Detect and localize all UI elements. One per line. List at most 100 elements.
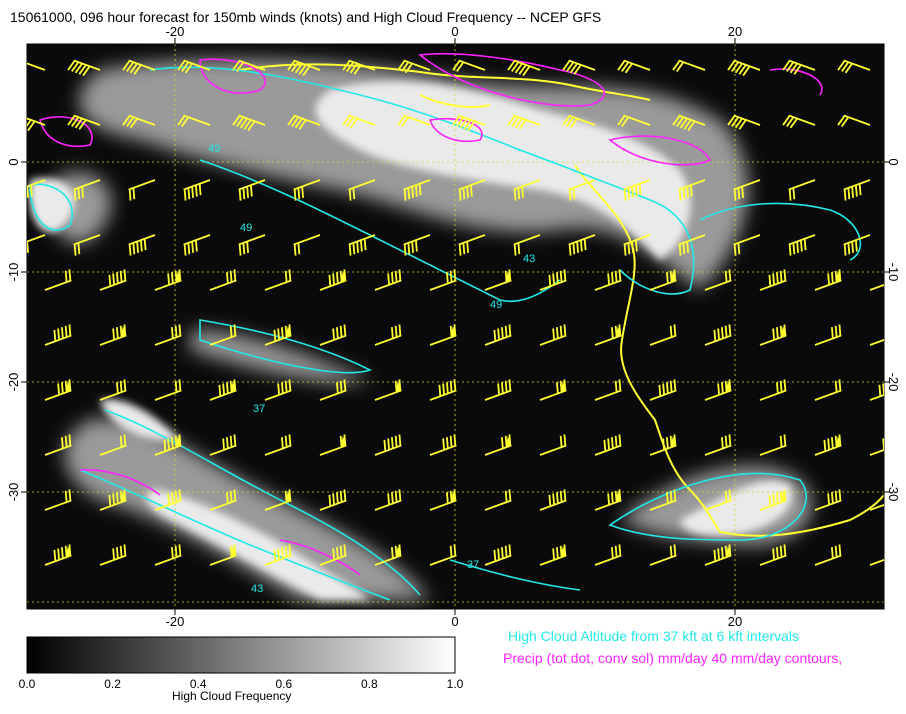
wind-barb (27, 234, 46, 253)
wind-barb (319, 434, 347, 456)
colorbar-title: High Cloud Frequency (172, 689, 292, 703)
contour-label: 37 (467, 559, 479, 571)
wind-barb (374, 379, 402, 401)
wind-barb (128, 179, 156, 201)
wind-barb (649, 544, 677, 566)
wind-barb (539, 544, 567, 566)
map-frame-ticks (21, 38, 890, 615)
wind-barb (843, 234, 871, 256)
wind-barb (177, 114, 211, 127)
lat-label: -30 (886, 483, 901, 502)
wind-barb (704, 379, 732, 401)
wind-barb (733, 179, 761, 201)
wind-barb (562, 59, 596, 75)
lat-label: -20 (6, 373, 21, 392)
wind-barb (209, 489, 237, 511)
wind-barb (814, 269, 842, 291)
precip-contours (39, 52, 823, 576)
wind-barb (319, 324, 347, 346)
wind-barb (704, 489, 732, 511)
wind-barb (539, 269, 567, 291)
wind-barb (232, 59, 266, 72)
wind-barb (264, 269, 292, 291)
wind-barb (319, 269, 347, 291)
wind-barb (429, 544, 457, 566)
wind-barb (429, 324, 457, 346)
wind-barb (99, 434, 127, 456)
wind-barb (287, 59, 321, 77)
wind-barb (539, 379, 567, 401)
wind-barb (44, 269, 72, 291)
wind-barb (759, 434, 787, 456)
wind-barb (837, 59, 871, 74)
colorbar-gradient (26, 636, 456, 674)
wind-barb (594, 269, 622, 291)
wind-barb (44, 544, 72, 566)
wind-barb (507, 114, 541, 130)
wind-barb (759, 489, 787, 511)
wind-barb (122, 59, 156, 75)
wind-barb (814, 324, 842, 346)
wind-barb (374, 434, 402, 456)
wind-barb (814, 379, 842, 401)
wind-barb (403, 179, 431, 201)
wind-barb (539, 324, 567, 346)
wind-barb (183, 179, 211, 201)
wind-barb (99, 269, 127, 291)
wind-barb (788, 234, 816, 256)
wind-barb (397, 114, 431, 127)
wind-barb (782, 59, 816, 75)
wind-barb (209, 544, 237, 566)
wind-barb (319, 489, 347, 511)
wind-barb (319, 379, 347, 401)
wind-barb (539, 434, 567, 456)
wind-barb (73, 179, 101, 201)
precip-note: Precip (tot dot, conv sol) mm/day 40 mm/… (503, 650, 843, 666)
contour-label: 49 (208, 143, 220, 155)
wind-barb (209, 379, 237, 401)
wind-barb (154, 269, 182, 291)
wind-barb (484, 544, 512, 566)
lon-label: 0 (451, 614, 458, 629)
wind-barb (154, 489, 182, 511)
wind-barb (44, 489, 72, 511)
wind-barb (99, 324, 127, 346)
wind-barb (594, 324, 622, 346)
wind-barb (814, 544, 842, 566)
wind-barb (759, 379, 787, 401)
wind-barb (539, 489, 567, 511)
colorbar-tick-label: 1.0 (446, 677, 464, 691)
lon-label: -20 (166, 24, 185, 39)
wind-barb (594, 544, 622, 566)
wind-barb (568, 179, 596, 201)
wind-barb (704, 324, 732, 346)
wind-barb (484, 379, 512, 401)
wind-barb (452, 114, 486, 132)
wind-barb (458, 234, 486, 256)
wind-barb (293, 179, 321, 201)
wind-barb (562, 114, 596, 129)
wind-barb (649, 489, 677, 511)
wind-barb (594, 434, 622, 456)
wind-barb (44, 379, 72, 401)
wind-barb (484, 269, 512, 291)
wind-barb (759, 544, 787, 566)
wind-barb (869, 499, 884, 511)
lon-label: 0 (451, 24, 458, 39)
wind-barb (837, 114, 871, 127)
wind-barb (507, 59, 541, 77)
wind-barb (458, 179, 486, 201)
wind-barb (678, 234, 706, 256)
wind-barb (429, 379, 457, 401)
cloud-altitude-note: High Cloud Altitude from 37 kft at 6 kft… (508, 628, 800, 644)
wind-barb (397, 59, 431, 74)
wind-barb (623, 179, 651, 201)
wind-barb (649, 324, 677, 346)
wind-barb (348, 179, 376, 201)
colorbar-tick-label: 0.0 (18, 677, 36, 691)
lat-label: -30 (6, 483, 21, 502)
wind-barb (649, 269, 677, 291)
wind-barb (513, 179, 541, 201)
lon-label: 20 (728, 24, 742, 39)
